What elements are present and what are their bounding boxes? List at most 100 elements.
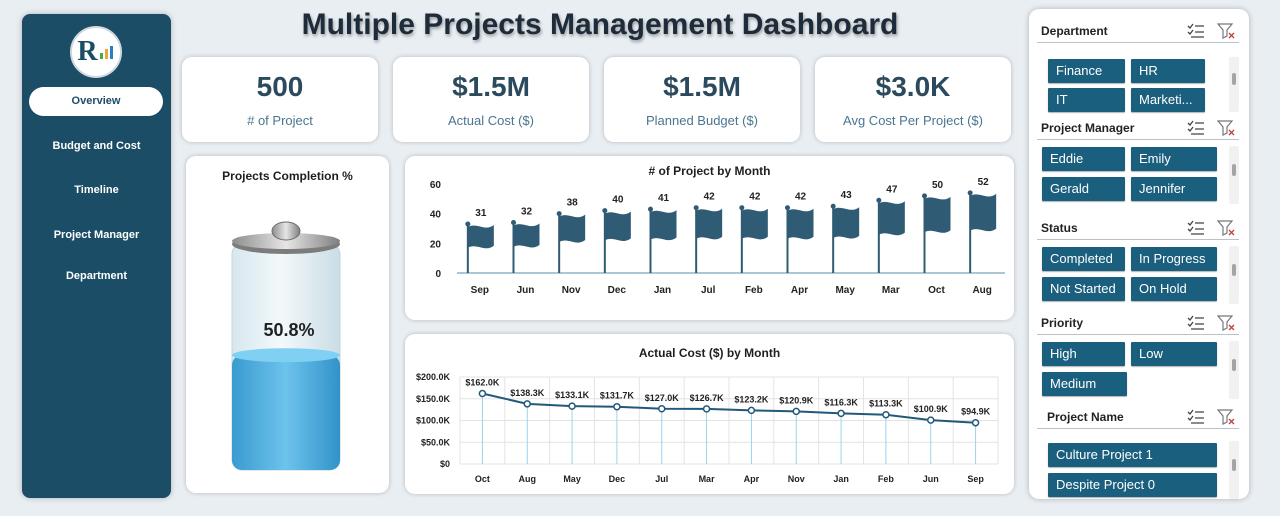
y-tick-label: $0 bbox=[440, 459, 450, 469]
clear-filter-icon[interactable] bbox=[1217, 315, 1235, 331]
page-title: Multiple Projects Management Dashboard bbox=[301, 8, 899, 41]
nav-department[interactable]: Department bbox=[65, 270, 128, 282]
scrollbar[interactable] bbox=[1229, 341, 1239, 399]
x-tick-label: Jul bbox=[701, 285, 716, 296]
multi-select-icon[interactable] bbox=[1187, 120, 1205, 136]
data-point bbox=[837, 409, 845, 418]
scroll-thumb[interactable] bbox=[1232, 164, 1236, 176]
kpi-projects: 500 # of Project bbox=[182, 57, 378, 142]
nav-project-manager[interactable]: Project Manager bbox=[53, 229, 140, 241]
data-label: $131.7K bbox=[600, 391, 635, 401]
multi-select-icon[interactable] bbox=[1187, 315, 1205, 331]
slicer-header: Project Manager bbox=[1037, 114, 1239, 140]
x-tick-label: Mar bbox=[699, 474, 716, 484]
data-label: $126.7K bbox=[690, 393, 725, 403]
nav-overview[interactable]: Overview bbox=[29, 87, 163, 116]
flag-pole-top bbox=[967, 190, 973, 196]
slicer-item-not-started[interactable]: Not Started bbox=[1042, 277, 1125, 301]
scrollbar[interactable] bbox=[1229, 146, 1239, 204]
scroll-thumb[interactable] bbox=[1232, 73, 1236, 85]
slicer-header: Status bbox=[1037, 214, 1239, 240]
y-tick-label: $200.0K bbox=[416, 372, 451, 382]
scrollbar[interactable] bbox=[1229, 57, 1239, 112]
slicer-item-completed[interactable]: Completed bbox=[1042, 247, 1125, 271]
slicer-item-it[interactable]: IT bbox=[1048, 88, 1125, 112]
slicer-item-in-progress[interactable]: In Progress bbox=[1131, 247, 1217, 271]
data-point bbox=[927, 416, 935, 424]
data-label: $127.0K bbox=[645, 393, 680, 403]
multi-select-icon[interactable] bbox=[1187, 409, 1205, 425]
x-tick-label: Jan bbox=[833, 474, 849, 484]
bar-flag bbox=[924, 196, 951, 233]
scroll-thumb[interactable] bbox=[1232, 264, 1236, 276]
data-label: $113.3K bbox=[869, 399, 903, 409]
data-point bbox=[702, 405, 711, 413]
nav-budget-and-cost[interactable]: Budget and Cost bbox=[52, 140, 141, 152]
clear-filter-icon[interactable] bbox=[1217, 120, 1235, 136]
slicer-item-low[interactable]: Low bbox=[1131, 342, 1217, 366]
bar-flag bbox=[787, 208, 814, 240]
kpi-label: Planned Budget ($) bbox=[645, 113, 759, 128]
nav-timeline[interactable]: Timeline bbox=[74, 184, 119, 196]
multi-select-icon[interactable] bbox=[1187, 23, 1205, 39]
data-label: 38 bbox=[567, 198, 579, 209]
data-label: 43 bbox=[841, 190, 853, 201]
slicer-item-finance[interactable]: Finance bbox=[1048, 59, 1125, 83]
slicer-item-high[interactable]: High bbox=[1042, 342, 1125, 366]
scrollbar[interactable] bbox=[1229, 441, 1239, 499]
data-label: 41 bbox=[658, 193, 670, 204]
multi-select-icon[interactable] bbox=[1187, 220, 1205, 236]
battery-terminal bbox=[271, 221, 301, 241]
cost-by-month-panel: Actual Cost ($) by Month $0 $50.0K $100.0K… bbox=[405, 334, 1014, 494]
flag-pole-top bbox=[876, 197, 882, 203]
cost-by-month-chart: $0 $50.0K $100.0K $150.0K $200.0K $162.0K Oct $… bbox=[416, 372, 999, 484]
x-tick-label: Sep bbox=[967, 474, 984, 484]
x-tick-label: Jun bbox=[923, 474, 939, 484]
slicer-item-emily[interactable]: Emily bbox=[1131, 147, 1217, 171]
bar-chart-icon bbox=[99, 46, 113, 59]
slicer-item-gerald[interactable]: Gerald bbox=[1042, 177, 1125, 201]
completion-title: Projects Completion % bbox=[222, 169, 353, 183]
slicer-item-hr[interactable]: HR bbox=[1131, 59, 1205, 83]
flag-pole-top bbox=[602, 208, 608, 214]
x-tick-label: Sep bbox=[471, 285, 489, 296]
data-label: $138.3K bbox=[510, 388, 545, 398]
flag-pole-top bbox=[739, 205, 745, 211]
slicer-item-on-hold[interactable]: On Hold bbox=[1131, 277, 1217, 301]
data-point bbox=[568, 402, 576, 410]
data-label: $94.9K bbox=[961, 407, 991, 417]
data-label: 50 bbox=[932, 180, 944, 191]
slicer-item-medium[interactable]: Medium bbox=[1042, 372, 1127, 396]
y-tick-label: $150.0K bbox=[416, 394, 451, 404]
bar-flag bbox=[696, 208, 723, 240]
data-point bbox=[747, 406, 756, 415]
kpi-value: 500 bbox=[256, 71, 304, 102]
slicer-item-marketing[interactable]: Marketi... bbox=[1131, 88, 1205, 112]
data-point bbox=[478, 389, 487, 398]
flag-pole-top bbox=[922, 193, 927, 199]
clear-filter-icon[interactable] bbox=[1217, 220, 1235, 236]
scrollbar[interactable] bbox=[1229, 246, 1239, 304]
slicer-project-name: Project Name Culture Project 1 Despite P… bbox=[1029, 403, 1249, 499]
slicer-item-culture-project-1[interactable]: Culture Project 1 bbox=[1048, 443, 1217, 467]
x-tick-label: May bbox=[835, 285, 855, 296]
flag-pole-top bbox=[830, 203, 836, 209]
slicer-item-eddie[interactable]: Eddie bbox=[1042, 147, 1125, 171]
y-tick-label: 60 bbox=[430, 180, 442, 191]
battery-fill-top bbox=[232, 348, 340, 363]
data-label: 40 bbox=[612, 195, 624, 206]
slicer-item-jennifer[interactable]: Jennifer bbox=[1131, 177, 1217, 201]
cost-chart-title: Actual Cost ($) by Month bbox=[638, 346, 781, 360]
kpi-label: Actual Cost ($) bbox=[448, 113, 534, 128]
x-tick-label: Jun bbox=[517, 285, 535, 296]
scroll-thumb[interactable] bbox=[1232, 359, 1236, 371]
bar-flag bbox=[559, 214, 586, 243]
data-label: $133.1K bbox=[555, 390, 590, 400]
scroll-thumb[interactable] bbox=[1232, 459, 1236, 471]
clear-filter-icon[interactable] bbox=[1217, 23, 1235, 39]
slicer-item-despite-project-0[interactable]: Despite Project 0 bbox=[1048, 473, 1217, 497]
x-tick-label: Aug bbox=[972, 285, 991, 296]
clear-filter-icon[interactable] bbox=[1217, 409, 1235, 425]
x-tick-label: Apr bbox=[791, 285, 808, 296]
data-label: 31 bbox=[475, 208, 487, 219]
